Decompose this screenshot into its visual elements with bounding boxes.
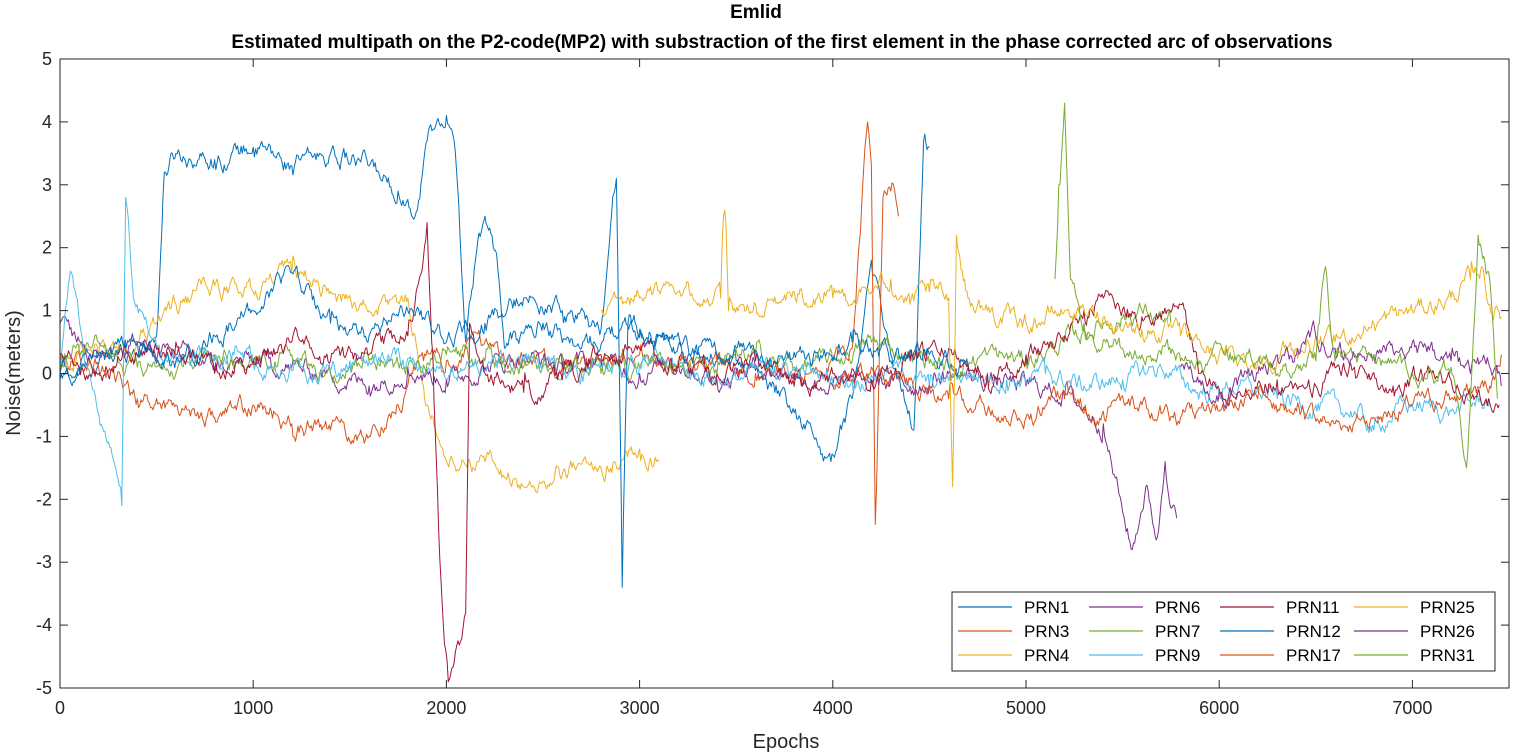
y-tick-label: -3 [36,552,52,572]
series-line-prn25 [600,209,1502,488]
series-line-prn26 [1180,320,1502,409]
x-tick-label: 3000 [620,698,660,718]
x-tick-label: 5000 [1006,698,1046,718]
legend-label: PRN1 [1024,598,1069,617]
legend-label: PRN3 [1024,622,1069,641]
legend-label: PRN17 [1286,646,1341,665]
y-axis-label: Noise(meters) [3,310,25,436]
legend-label: PRN6 [1155,598,1200,617]
series-line-prn3 [59,121,899,525]
x-tick-label: 4000 [813,698,853,718]
legend-label: PRN12 [1286,622,1341,641]
y-tick-label: 0 [42,364,52,384]
legend-label: PRN31 [1420,646,1475,665]
y-tick-label: 3 [42,175,52,195]
x-axis-label: Epochs [753,731,820,753]
legend: PRN1 PRN3 PRN4 PRN6 PRN7 PRN9 PRN11 PRN12 PRN17 P… [951,591,1496,672]
y-tick-label: 5 [42,49,52,69]
series-line-prn9 [59,196,1491,507]
y-tick-label: 1 [42,301,52,321]
legend-label: PRN11 [1286,598,1340,617]
series-line-prn31 [1054,102,1498,469]
axes: 0 1000 2000 3000 4000 5000 6000 7000 -5 -4 -3 -2 -1 0… [36,49,1510,718]
y-tick-label: -5 [36,678,52,698]
series-line-prn17 [832,354,1502,433]
series-line-prn4 [59,255,660,494]
legend-label: PRN4 [1024,646,1069,665]
series-lines [59,102,1502,683]
legend-label: PRN9 [1155,646,1200,665]
chart-title: Emlid [730,2,782,23]
y-tick-label: -1 [36,426,52,446]
y-tick-label: -4 [36,615,52,635]
x-tick-label: 6000 [1199,698,1239,718]
legend-label: PRN25 [1420,598,1475,617]
y-tick-label: 2 [42,238,52,258]
series-line-prn11 [59,222,1500,683]
series-line-prn1 [59,115,930,463]
y-tick-label: -2 [36,489,52,509]
x-tick-label: 7000 [1392,698,1432,718]
legend-label: PRN26 [1420,622,1475,641]
x-tick-label: 1000 [233,698,273,718]
x-tick-label: 2000 [426,698,466,718]
legend-label: PRN7 [1155,622,1200,641]
series-line-prn12 [59,178,969,588]
chart-subtitle: Estimated multipath on the P2-code(MP2) … [231,32,1332,53]
x-tick-label: 0 [55,698,65,718]
y-tick-label: 4 [42,112,52,132]
